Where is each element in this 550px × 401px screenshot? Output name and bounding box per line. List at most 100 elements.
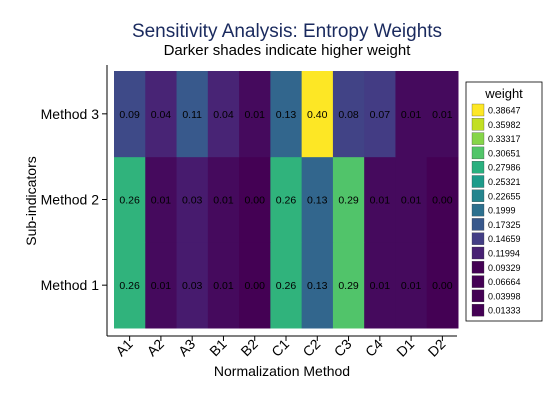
x-tick-label: C1	[268, 336, 292, 360]
x-axis-title: Normalization Method	[214, 363, 350, 379]
cell-value-label: 0.01	[370, 280, 391, 292]
y-tick-label: Method 3	[41, 106, 100, 122]
heatmap-cell	[426, 242, 459, 329]
legend-entry-label: 0.09329	[488, 263, 521, 273]
cell-value-label: 0.01	[370, 195, 391, 207]
legend-swatch	[471, 161, 485, 174]
heatmap-cell	[364, 242, 396, 329]
legend-swatch	[471, 103, 485, 117]
cell-value-label: 0.26	[119, 280, 140, 292]
heatmap-cell	[176, 71, 209, 158]
cell-value-label: 0.13	[307, 280, 328, 292]
y-tick-labels: Method 1 Method 2 Method 3	[41, 106, 107, 293]
chart-title: Sensitivity Analysis: Entropy Weights	[132, 21, 442, 42]
x-tick-label: A1	[112, 336, 136, 360]
heatmap-cell	[145, 71, 178, 158]
legend-swatch	[471, 175, 485, 188]
heatmap-cell	[270, 71, 303, 158]
legend-swatch	[471, 203, 485, 217]
cell-value-label: 0.11	[182, 109, 202, 121]
cell-value-label: 0.03	[182, 280, 203, 292]
heatmap-cell	[176, 156, 209, 243]
cell-value-label: 0.08	[338, 109, 359, 121]
legend-title: weight	[484, 86, 523, 101]
legend-swatch	[471, 118, 485, 131]
chart-subtitle: Darker shades indicate higher weight	[164, 42, 412, 59]
heatmap-cell	[364, 156, 396, 243]
cell-value-label: 0.00	[432, 280, 453, 292]
heatmap-cell	[332, 242, 365, 329]
heatmap-cell	[332, 156, 365, 243]
heatmap-cell	[207, 242, 240, 329]
heatmap-cell	[395, 71, 428, 158]
x-tick-label: B2	[237, 336, 261, 360]
cell-value-label: 0.01	[401, 280, 422, 292]
heatmap-cell	[239, 242, 271, 329]
heatmap-cell	[207, 71, 240, 158]
cell-value-label: 0.01	[245, 109, 266, 121]
legend-entry-label: 0.25321	[488, 177, 521, 187]
legend-entry-label: 0.30651	[488, 148, 521, 158]
heatmap-cell	[270, 156, 303, 243]
heatmap-cell-labels: 0.26 0.01 0.03 0.01 0.00 0.26 0.13 0.29 0.01 0.01…	[119, 109, 452, 292]
x-tick-label: B1	[206, 336, 230, 360]
legend-swatch	[471, 218, 485, 231]
heatmap-cell	[239, 71, 271, 158]
cell-value-label: 0.04	[151, 109, 172, 121]
y-tick-label: Method 2	[41, 192, 100, 208]
legend-swatch	[471, 132, 485, 145]
heatmap-cell	[364, 71, 396, 158]
y-tick-label: Method 1	[41, 277, 100, 293]
heatmap-cell	[114, 242, 146, 329]
legend-entry-label: 0.35982	[488, 120, 521, 130]
heatmap-cell	[301, 156, 334, 243]
heatmap-cell	[145, 242, 178, 329]
heatmap-cell	[301, 71, 334, 158]
cell-value-label: 0.13	[276, 109, 297, 121]
x-tick-label: C4	[362, 336, 386, 360]
plot-frame	[106, 65, 457, 337]
color-legend: weight 0.38647 0.35982 0.33317 0.30651 0.279…	[465, 81, 543, 322]
heatmap-cell	[207, 156, 240, 243]
legend-entry-label: 0.1999	[488, 206, 516, 216]
cell-value-label: 0.40	[307, 109, 328, 121]
heatmap-cell	[270, 242, 303, 329]
heatmap-cell	[301, 242, 334, 329]
x-tick-label: A3	[175, 336, 199, 360]
heatmap-cell	[426, 71, 459, 158]
cell-value-label: 0.03	[182, 195, 203, 207]
cell-value-label: 0.00	[245, 280, 266, 292]
heatmap-cell	[176, 242, 209, 329]
cell-value-label: 0.29	[338, 280, 359, 292]
cell-value-label: 0.01	[151, 195, 172, 207]
cell-value-label: 0.01	[401, 195, 422, 207]
legend-entry-label: 0.03998	[488, 291, 521, 301]
legend-swatch	[471, 146, 485, 160]
legend-swatch	[471, 275, 485, 288]
legend-swatch	[471, 304, 485, 317]
cell-value-label: 0.26	[276, 195, 297, 207]
heatmap-cell	[239, 156, 271, 243]
heatmap-cell	[395, 242, 428, 329]
legend-entry-label: 0.11994	[488, 249, 520, 259]
legend-entry-label: 0.27986	[488, 163, 521, 173]
cell-value-label: 0.26	[119, 195, 140, 207]
heatmap-cell	[145, 156, 178, 243]
x-tick-labels: A1 A2 A3 B1 B2 C1 C2 C3 C4 D1 D2	[112, 336, 448, 360]
heatmap-cell	[332, 71, 365, 158]
legend-entry-label: 0.22655	[488, 191, 521, 201]
cell-value-label: 0.01	[432, 109, 453, 121]
cell-value-label: 0.01	[151, 280, 172, 292]
cell-value-label: 0.26	[276, 280, 297, 292]
cell-value-label: 0.01	[213, 195, 234, 207]
legend-entry-label: 0.01333	[488, 306, 521, 316]
cell-value-label: 0.13	[307, 195, 328, 207]
x-tick-label: C2	[299, 336, 323, 360]
legend-entry-label: 0.06664	[488, 277, 521, 287]
heatmap-cell	[114, 156, 146, 243]
cell-value-label: 0.04	[213, 109, 234, 121]
heatmap-cell	[426, 156, 459, 243]
cell-value-label: 0.09	[119, 109, 140, 121]
legend-entry-label: 0.17325	[488, 220, 521, 230]
cell-value-label: 0.01	[213, 280, 234, 292]
